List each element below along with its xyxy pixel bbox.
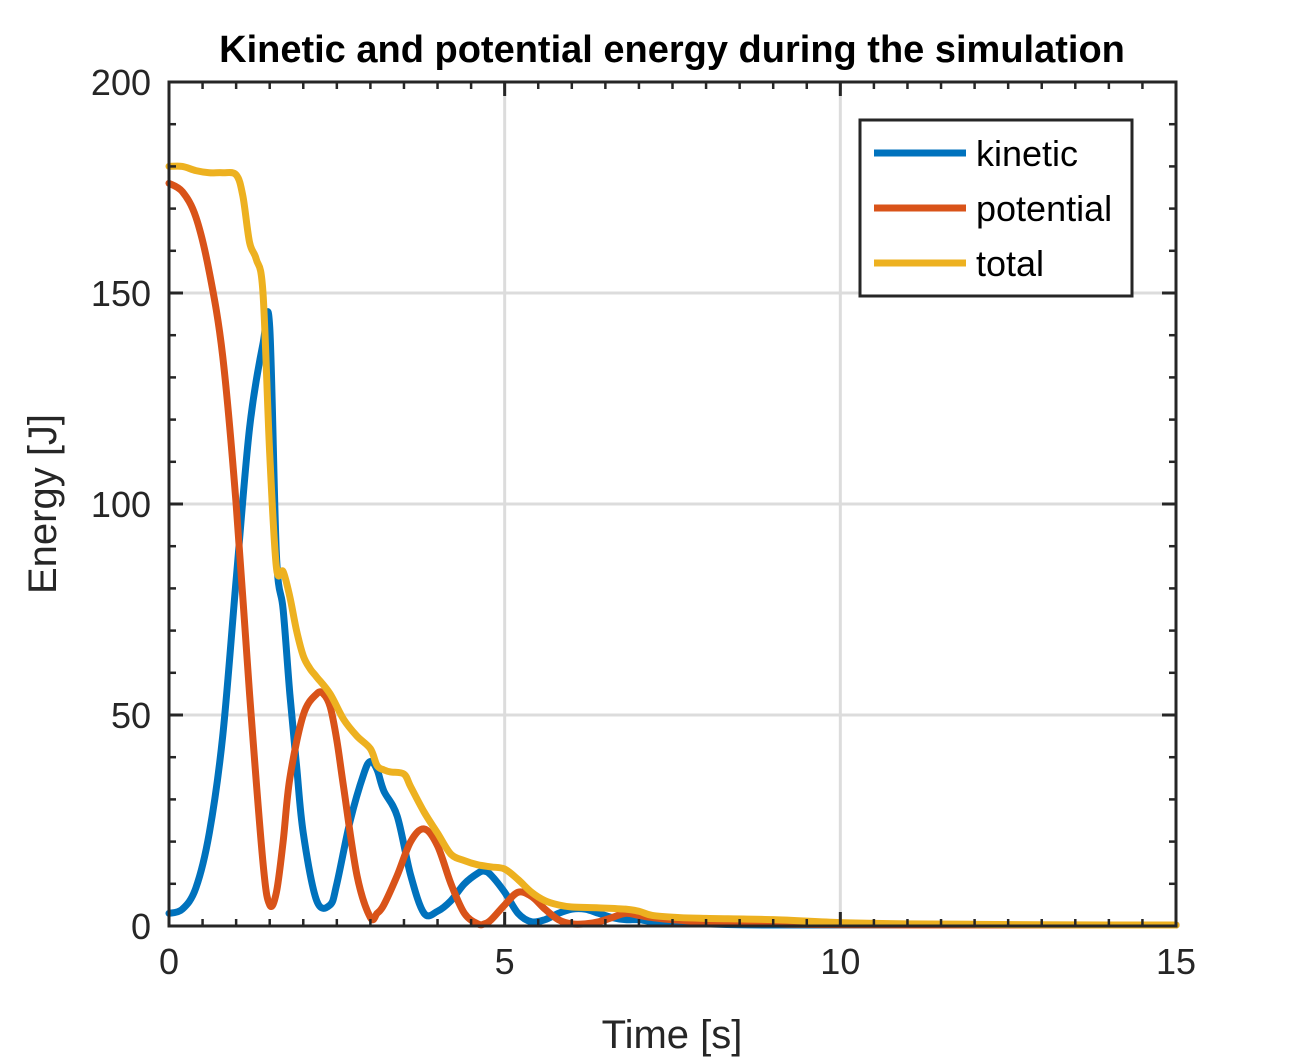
y-axis-label: Energy [J] <box>21 414 65 594</box>
y-tick-label: 100 <box>91 484 151 525</box>
x-tick-label: 15 <box>1156 941 1196 982</box>
x-tick-label: 10 <box>820 941 860 982</box>
x-tick-label: 0 <box>159 941 179 982</box>
legend-label-kinetic: kinetic <box>976 133 1078 174</box>
x-axis-label: Time [s] <box>602 1013 743 1057</box>
x-tick-label: 5 <box>495 941 515 982</box>
legend-label-total: total <box>976 243 1044 284</box>
y-tick-label: 200 <box>91 62 151 103</box>
y-tick-label: 0 <box>131 906 151 947</box>
legend: kinetic potential total <box>858 118 1134 298</box>
series-layer <box>165 162 1180 929</box>
legend-label-potential: potential <box>976 188 1112 229</box>
y-tick-label: 50 <box>111 695 151 736</box>
y-tick-label: 150 <box>91 273 151 314</box>
tick-marks <box>167 80 1178 928</box>
chart-title: Kinetic and potential energy during the … <box>219 29 1125 71</box>
series-line-total <box>165 162 1180 929</box>
